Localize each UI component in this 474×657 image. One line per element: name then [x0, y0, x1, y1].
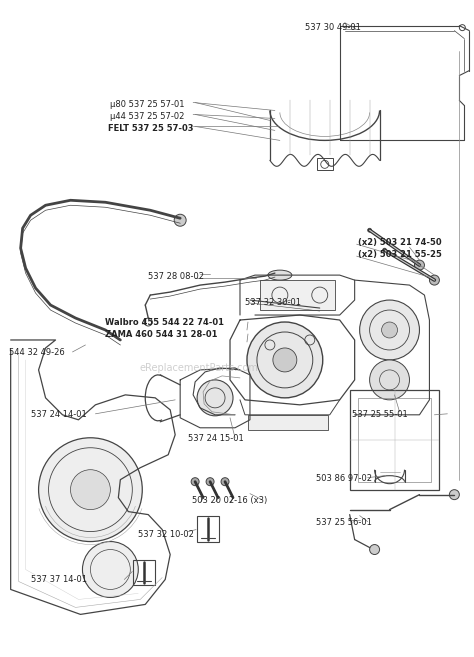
Bar: [317, 158, 333, 170]
Circle shape: [370, 360, 410, 400]
Circle shape: [383, 248, 387, 252]
Circle shape: [429, 275, 439, 285]
Circle shape: [368, 228, 372, 232]
Text: (x2) 503 21 55-25: (x2) 503 21 55-25: [358, 250, 441, 259]
Bar: [260, 280, 335, 310]
Circle shape: [360, 300, 419, 360]
Text: µ44 537 25 57-02: µ44 537 25 57-02: [110, 112, 185, 122]
Circle shape: [221, 478, 229, 486]
Circle shape: [174, 214, 186, 226]
Text: Walbro 455 544 22 74-01: Walbro 455 544 22 74-01: [105, 318, 224, 327]
Text: 537 32 10-02: 537 32 10-02: [138, 530, 194, 539]
Circle shape: [382, 322, 398, 338]
Text: 503 86 97-02: 503 86 97-02: [316, 474, 372, 483]
Circle shape: [191, 478, 199, 486]
Bar: [350, 390, 439, 489]
Text: 537 28 08-02: 537 28 08-02: [148, 272, 204, 281]
Text: µ80 537 25 57-01: µ80 537 25 57-01: [110, 101, 185, 110]
Circle shape: [71, 470, 110, 510]
Text: 537 30 49-01: 537 30 49-01: [305, 22, 361, 32]
Bar: [133, 560, 155, 585]
Text: 537 25 56-01: 537 25 56-01: [316, 518, 372, 527]
Text: 537 24 15-01: 537 24 15-01: [188, 434, 244, 443]
Text: 537 25 55-01: 537 25 55-01: [352, 410, 408, 419]
Circle shape: [197, 380, 233, 416]
Circle shape: [82, 541, 138, 597]
Text: 503 20 02-16 (x3): 503 20 02-16 (x3): [192, 495, 267, 505]
Bar: [197, 516, 219, 541]
Bar: [248, 415, 328, 430]
Text: 537 24 14-01: 537 24 14-01: [31, 410, 86, 419]
Circle shape: [449, 489, 459, 499]
Text: FELT 537 25 57-03: FELT 537 25 57-03: [109, 124, 194, 133]
Text: eReplacementParts.com: eReplacementParts.com: [140, 363, 259, 373]
Ellipse shape: [268, 270, 292, 280]
Text: (x2) 503 21 74-50: (x2) 503 21 74-50: [358, 238, 441, 247]
Circle shape: [414, 260, 424, 270]
Bar: [358, 398, 431, 482]
Text: 544 32 49-26: 544 32 49-26: [9, 348, 64, 357]
Circle shape: [38, 438, 142, 541]
Text: 537 32 30-01: 537 32 30-01: [245, 298, 301, 307]
Text: 537 37 14-01: 537 37 14-01: [31, 576, 87, 585]
Circle shape: [370, 545, 380, 555]
Circle shape: [273, 348, 297, 372]
Circle shape: [247, 322, 323, 398]
Circle shape: [206, 478, 214, 486]
Text: ZAMA 460 544 31 28-01: ZAMA 460 544 31 28-01: [105, 330, 218, 339]
